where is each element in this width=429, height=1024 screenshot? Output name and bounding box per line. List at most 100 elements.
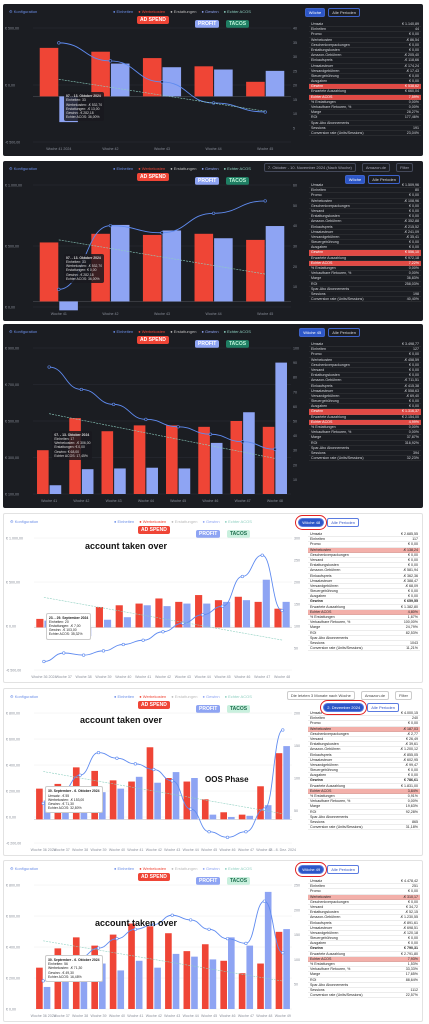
config-link[interactable]: ⚙ Konfiguration <box>9 9 38 14</box>
config-link[interactable]: ⚙ Konfiguration <box>10 866 39 871</box>
legend-item[interactable]: ● Echter ACOS <box>223 329 251 334</box>
tacos-badge: TACOS <box>226 177 250 185</box>
metric-value: 28,27% <box>406 110 419 115</box>
ad-spend-badge: AD SPEND <box>137 336 169 344</box>
x-tick-label: Woche 42 <box>102 312 118 316</box>
bar-gewinn <box>243 412 255 494</box>
legend-item[interactable]: ● Erstattungen <box>171 519 198 524</box>
date-range-select[interactable]: Die letzten 3 Monate nach Woche <box>286 691 355 700</box>
legend-item[interactable]: ● Echter ACOS <box>223 9 251 14</box>
legend-item[interactable]: ● Werbekosten <box>138 9 166 14</box>
x-tick-label: Woche 43 <box>175 675 191 679</box>
x-tick-label: Woche 45 <box>201 848 217 852</box>
metric-value: -€ 68,09 <box>404 583 418 588</box>
tab-active-period[interactable]: Wöche <box>304 8 326 17</box>
metric-label: Verkaufbare Retouren, % <box>311 430 352 435</box>
legend-item[interactable]: ● Einheiten <box>114 866 135 871</box>
legend-item[interactable]: ● Werbekosten <box>139 866 167 871</box>
legend-item[interactable]: ● Echter ACOS <box>223 166 251 171</box>
metric-value: € 0,00 <box>408 721 418 726</box>
bar-werbekosten <box>166 425 178 494</box>
legend-item[interactable]: ● Echter ACOS <box>224 519 252 524</box>
filter-button[interactable]: Filter <box>396 163 413 172</box>
metric-label: Promo <box>311 32 322 37</box>
legend-item[interactable]: ● Werbekosten <box>139 694 167 699</box>
bar-werbekosten <box>201 944 209 1009</box>
metric-value: 117 <box>412 537 418 542</box>
bar-werbekosten <box>115 605 123 628</box>
metric-value: 191 <box>413 125 419 130</box>
metric-label: Sessions <box>311 450 326 455</box>
filter-button[interactable]: Filter <box>395 691 412 700</box>
legend-item[interactable]: ● Erstattungen <box>170 329 197 334</box>
metric-value: € 790,31 <box>404 946 418 951</box>
legend-item[interactable]: ● Gewinn <box>202 519 220 524</box>
tab-active-period[interactable]: Wöche 45 <box>299 328 326 337</box>
legend-item[interactable]: ● Gewinn <box>202 694 220 699</box>
legend-item[interactable]: ● Gewinn <box>202 866 220 871</box>
marketplace-select[interactable]: Amazon.de <box>361 163 391 172</box>
tooltip-line: Echter ACOS: 16,48% <box>48 974 82 979</box>
tab-active-period[interactable]: Wöche 48 <box>295 515 328 530</box>
tab-all-periods[interactable]: Alle Perioden <box>328 8 360 17</box>
metric-row: Verkaufbare Retouren, % 33,33% <box>308 967 420 973</box>
metric-value: € 0,00 <box>409 32 419 37</box>
metric-value: € 0,00 <box>408 552 418 557</box>
legend-item[interactable]: ● Erstattungen <box>170 9 197 14</box>
tooltip-line: Gewinn: -€ 103,00 <box>48 628 77 633</box>
tooltip-line: 30. September - 6. Oktober 2024 <box>48 789 100 794</box>
legend-item[interactable]: ● Gewinn <box>201 166 219 171</box>
tab-active-period[interactable]: Wöche 49 <box>295 862 328 877</box>
date-range-select[interactable]: 7. Oktober - 10. November 2024 (Nach Woc… <box>263 163 356 172</box>
legend-item[interactable]: ● Echter ACOS <box>224 866 252 871</box>
metric-label: Steuergebührung <box>311 399 339 404</box>
legend-item[interactable]: ● Einheiten <box>113 166 134 171</box>
legend-item[interactable]: ● Erstattungen <box>170 166 197 171</box>
legend-item[interactable]: ● Einheiten <box>114 519 135 524</box>
bar-werbekosten <box>175 601 183 628</box>
legend-item[interactable]: ● Einheiten <box>113 9 134 14</box>
y2-tick-label: 50 <box>293 420 297 424</box>
x-tick-label: Woche 44 <box>206 147 222 151</box>
dashboard-panel-3: ⚙ Konfiguration ● Einheiten ● Werbekosten ●… <box>3 324 423 508</box>
tab-all-periods[interactable]: Alle Perioden <box>368 175 400 184</box>
metric-row: Einkaufspreis -€ 215,52 <box>309 225 421 230</box>
config-link[interactable]: ⚙ Konfiguration <box>10 694 39 699</box>
tab-all-periods[interactable]: Alle Perioden <box>367 703 399 712</box>
profit-badge: PROFIT <box>196 705 221 713</box>
legend-item[interactable]: ● Einheiten <box>113 329 134 334</box>
legend-item[interactable]: ● Erstattungen <box>171 866 198 871</box>
legend-item[interactable]: ● Echter ACOS <box>224 694 252 699</box>
tab-active-period[interactable]: 2. Dezember 2024 <box>320 700 368 715</box>
tab-all-periods[interactable]: Alle Perioden <box>327 518 359 527</box>
metric-label: ROI <box>311 115 318 120</box>
metric-value: € 4.000,15 <box>401 711 418 715</box>
metric-row: Ausgaben € 0,00 <box>309 245 421 251</box>
metric-row: Conversion rate (Units/Sessions) 32,23% <box>309 456 421 462</box>
chart-tooltip: 07. - 13. Oktober 2024 Einheiten: 33 Werbe… <box>63 253 105 284</box>
config-link[interactable]: ⚙ Konfiguration <box>9 166 38 171</box>
legend-item[interactable]: ● Werbekosten <box>139 519 167 524</box>
metric-value: € 0,00 <box>409 214 419 219</box>
marketplace-select[interactable]: Amazon.de <box>360 691 390 700</box>
metric-value: 32,23% <box>406 456 419 461</box>
metric-value: -€ 108,96 <box>403 198 419 203</box>
config-link[interactable]: ⚙ Konfiguration <box>10 519 39 524</box>
tab-active-period[interactable]: Wöche <box>344 175 366 184</box>
legend-item[interactable]: ● Gewinn <box>201 329 219 334</box>
metric-row: Versandgebühren -€ 17,43 <box>309 69 421 74</box>
legend-item[interactable]: ● Werbekosten <box>138 329 166 334</box>
tab-all-periods[interactable]: Alle Perioden <box>328 328 360 337</box>
legend-item[interactable]: ● Einheiten <box>114 694 135 699</box>
legend-item[interactable]: ● Erstattungen <box>171 694 198 699</box>
metric-label: Umsatzsteuer <box>310 925 333 930</box>
period-tabs: Wöche 49 Alle Perioden <box>295 862 362 877</box>
legend-item[interactable]: ● Gewinn <box>201 9 219 14</box>
y2-tick-label: 50 <box>294 983 298 987</box>
tooltip-line: Echter ACOS: 36,00% <box>65 276 100 281</box>
metric-value: € 0,00 <box>408 542 418 547</box>
config-link[interactable]: ⚙ Konfiguration <box>9 329 38 334</box>
tab-all-periods[interactable]: Alle Perioden <box>327 865 359 874</box>
metric-value: 198 <box>413 291 419 296</box>
legend-item[interactable]: ● Werbekosten <box>138 166 166 171</box>
